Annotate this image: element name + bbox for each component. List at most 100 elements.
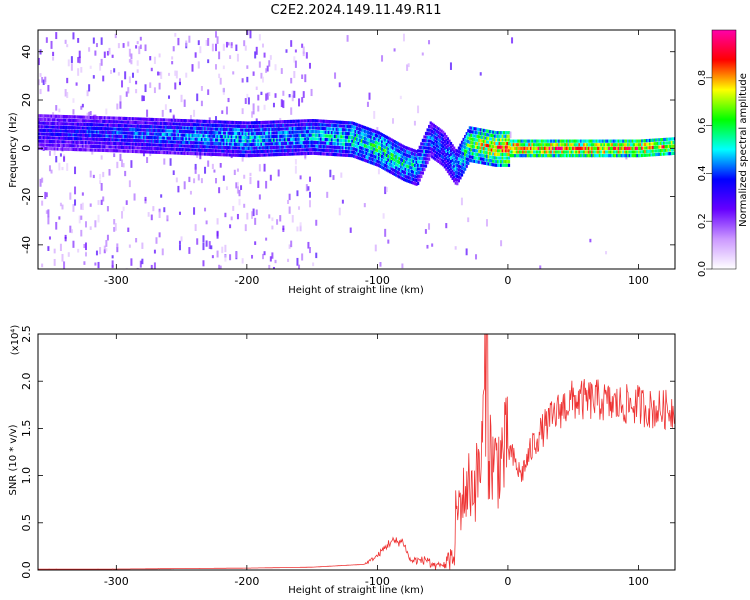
- heatmap-cell: [108, 138, 111, 142]
- heatmap-cell: [376, 137, 379, 142]
- heatmap-cell: [609, 139, 612, 143]
- heatmap-cell: [261, 135, 265, 139]
- heatmap-cell: [495, 163, 498, 167]
- heatmap-cell: [374, 159, 377, 163]
- heatmap-cell: [100, 148, 103, 152]
- heatmap-cell: [398, 149, 401, 154]
- heatmap-cell: [321, 134, 324, 138]
- x-tick-label: -300: [104, 575, 129, 588]
- heatmap-cell: [321, 148, 324, 152]
- heatmap-cell: [490, 148, 493, 152]
- heatmap-cell: [343, 135, 346, 139]
- heatmap-cell: [445, 153, 448, 157]
- heatmap-cell: [230, 120, 233, 125]
- heatmap-cell: [287, 145, 290, 149]
- heatmap-cell: [661, 148, 664, 153]
- heatmap-cell: [142, 124, 146, 129]
- heatmap-cell: [661, 141, 664, 145]
- heatmap-cell: [193, 126, 196, 130]
- heatmap-cell: [235, 121, 238, 125]
- heatmap-cell: [185, 40, 188, 47]
- heatmap-cell: [163, 158, 166, 165]
- heatmap-cell: [97, 145, 100, 149]
- heatmap-cell: [269, 256, 272, 262]
- heatmap-cell: [271, 127, 274, 131]
- heatmap-cell: [99, 63, 102, 71]
- heatmap-cell: [215, 134, 218, 138]
- heatmap-cell: [482, 161, 486, 165]
- heatmap-cell: [194, 52, 197, 58]
- heatmap-cell: [473, 134, 476, 138]
- heatmap-cell: [362, 139, 365, 144]
- heatmap-cell: [493, 141, 497, 145]
- heatmap-cell: [608, 139, 611, 143]
- heatmap-cell: [48, 125, 52, 129]
- heatmap-cell: [448, 157, 451, 161]
- heatmap-cell: [47, 139, 50, 144]
- heatmap-cell: [597, 154, 600, 158]
- heatmap-cell: [402, 145, 406, 149]
- heatmap-cell: [360, 143, 363, 147]
- heatmap-cell: [562, 139, 565, 143]
- heatmap-cell: [45, 118, 49, 122]
- heatmap-cell: [183, 137, 186, 141]
- heatmap-cell: [395, 151, 398, 156]
- heatmap-cell: [460, 144, 464, 148]
- heatmap-cell: [108, 127, 111, 131]
- heatmap-cell: [48, 132, 52, 136]
- colorbar: 0.00.20.40.60.8 Normalized spectral ampl…: [697, 29, 749, 277]
- heatmap-cell: [307, 133, 310, 137]
- heatmap-cell: [80, 203, 83, 210]
- heatmap-cell: [495, 138, 498, 142]
- heatmap-cell: [161, 118, 164, 122]
- heatmap-cell: [561, 146, 564, 150]
- heatmap-cell: [216, 127, 219, 131]
- heatmap-cell: [94, 144, 97, 149]
- heatmap-cell: [229, 135, 232, 139]
- heatmap-cell: [285, 138, 288, 142]
- heatmap-cell: [470, 141, 473, 145]
- heatmap-cell: [523, 154, 526, 158]
- heatmap-cell: [236, 121, 240, 125]
- heatmap-cell: [520, 139, 523, 143]
- heatmap-cell: [121, 145, 124, 149]
- heatmap-cell: [329, 138, 332, 142]
- heatmap-cell: [348, 142, 351, 147]
- heatmap-cell: [338, 127, 341, 132]
- heatmap-cell: [271, 142, 274, 146]
- heatmap-cell: [100, 119, 103, 123]
- heatmap-cell: [61, 253, 64, 262]
- heatmap-cell: [349, 124, 352, 129]
- heatmap-cell: [41, 200, 44, 206]
- heatmap-cell: [72, 109, 75, 115]
- heatmap-cell: [371, 132, 374, 136]
- heatmap-cell: [272, 145, 276, 150]
- heatmap-cell: [365, 137, 368, 141]
- heatmap-cell: [244, 150, 247, 154]
- heatmap-cell: [415, 150, 418, 154]
- heatmap-cell: [255, 150, 258, 154]
- heatmap-cell: [168, 133, 171, 137]
- heatmap-cell: [282, 228, 285, 232]
- heatmap-cell: [271, 252, 274, 259]
- heatmap-cell: [116, 247, 119, 253]
- heatmap-cell: [617, 150, 620, 154]
- heatmap-cell: [438, 153, 442, 157]
- heatmap-cell: [558, 139, 561, 143]
- heatmap-cell: [354, 137, 357, 141]
- heatmap-cell: [47, 132, 50, 136]
- heatmap-cell: [423, 153, 426, 157]
- heatmap-cell: [141, 117, 144, 121]
- heatmap-cell: [63, 118, 66, 122]
- heatmap-cell: [222, 145, 226, 150]
- heatmap-cell: [222, 124, 226, 128]
- heatmap-cell: [359, 131, 362, 135]
- heatmap-cell: [67, 252, 70, 257]
- heatmap-cell: [97, 116, 100, 120]
- heatmap-cell: [449, 145, 453, 149]
- heatmap-cell: [232, 135, 235, 139]
- heatmap-cell: [147, 121, 150, 125]
- heatmap-cell: [376, 163, 379, 167]
- heatmap-cell: [406, 150, 409, 154]
- heatmap-cell: [437, 145, 440, 149]
